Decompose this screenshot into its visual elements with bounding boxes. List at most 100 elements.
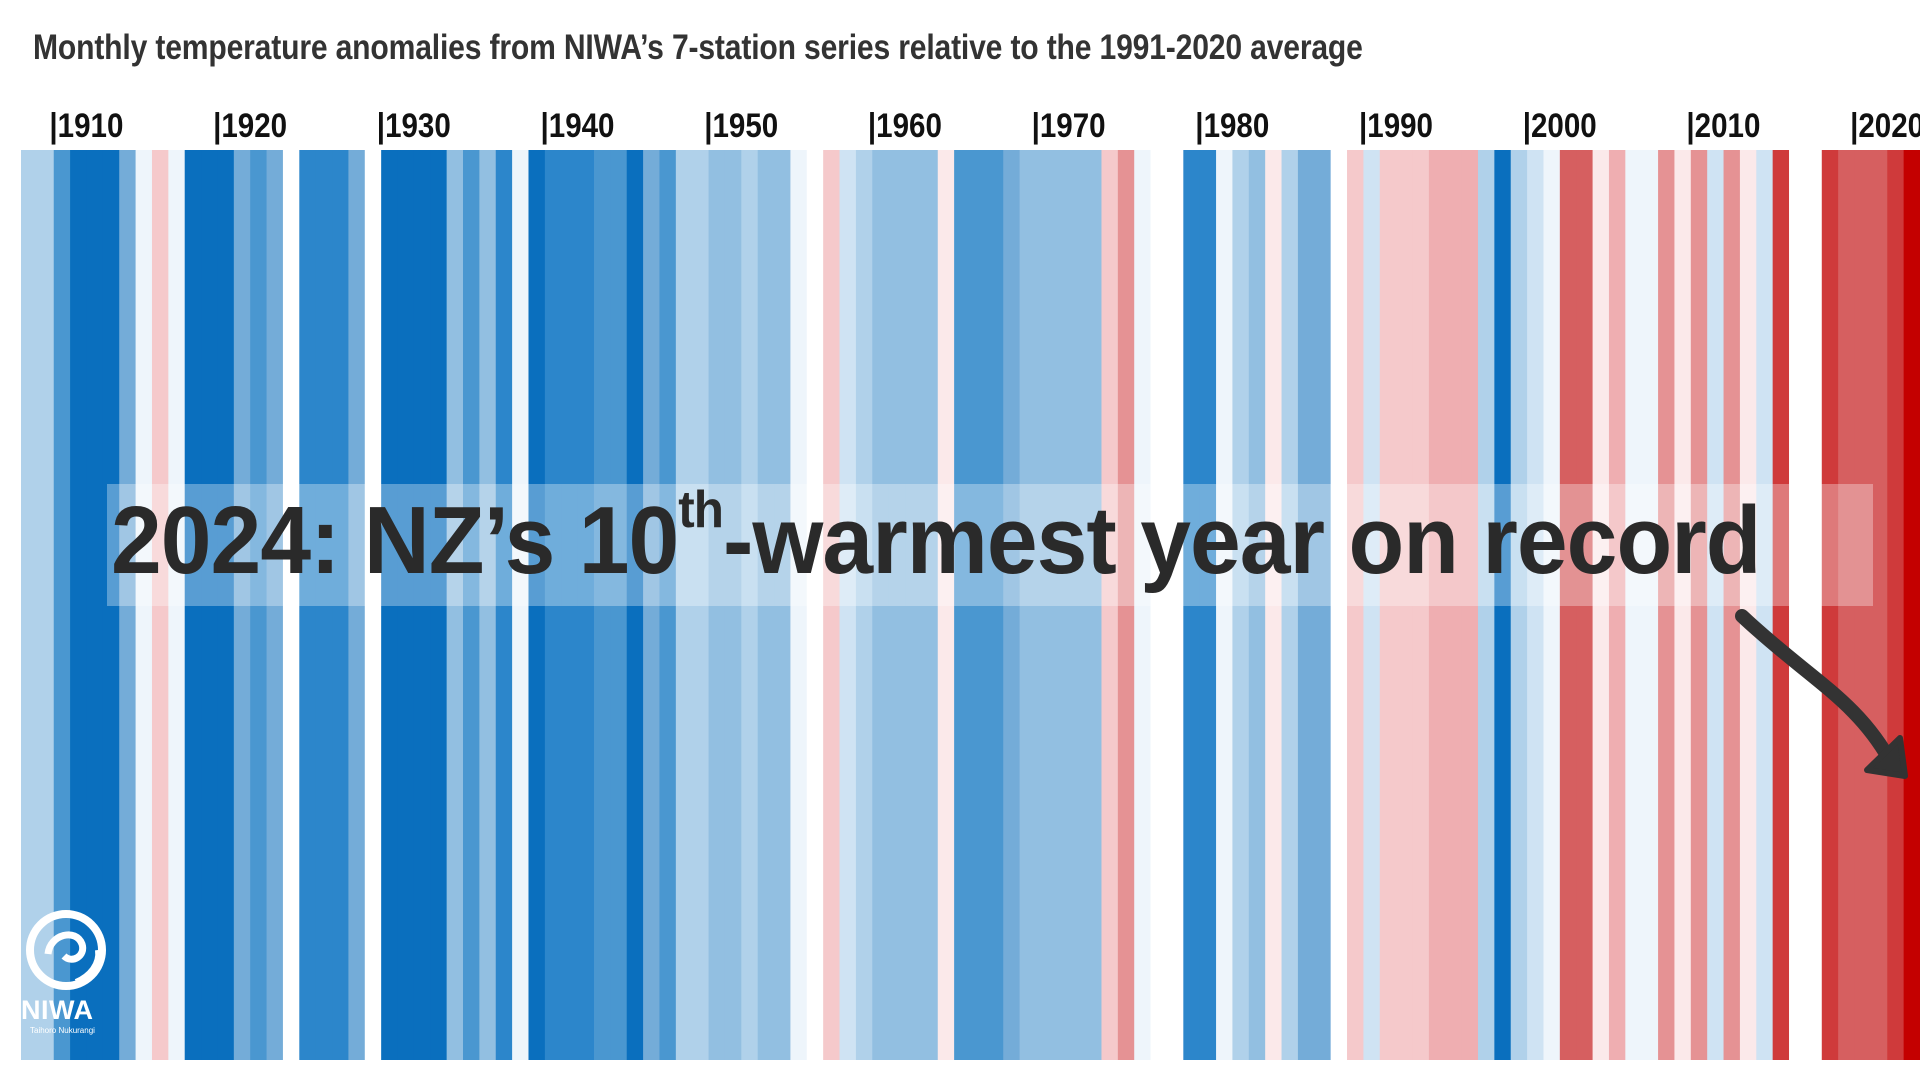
stripe-1944: [593, 150, 611, 1060]
stripe-2022: [1870, 150, 1888, 1060]
stripe-1949: [675, 150, 693, 1060]
stripe-1912: [70, 150, 88, 1060]
stripe-2005: [1592, 150, 1610, 1060]
stripe-1984: [1248, 150, 1266, 1060]
stripe-1947: [643, 150, 661, 1060]
stripe-1943: [577, 150, 595, 1060]
stripe-2001: [1527, 150, 1545, 1060]
stripe-1966: [954, 150, 972, 1060]
stripe-2012: [1707, 150, 1725, 1060]
x-tick-label: |2010: [1686, 107, 1760, 145]
stripe-1942: [561, 150, 579, 1060]
stripe-1992: [1379, 150, 1397, 1060]
x-tick-label: |2000: [1523, 107, 1597, 145]
stripe-1933: [413, 150, 431, 1060]
stripe-1911: [53, 150, 71, 1060]
stripe-2000: [1510, 150, 1528, 1060]
stripe-2013: [1723, 150, 1741, 1060]
stripe-1929: [348, 150, 366, 1060]
stripe-1991: [1363, 150, 1381, 1060]
stripe-1917: [151, 150, 169, 1060]
x-tick-label: |2020: [1850, 107, 1920, 145]
x-tick-label: |1980: [1195, 107, 1269, 145]
stripe-1961: [872, 150, 890, 1060]
stripe-1982: [1216, 150, 1234, 1060]
x-tick-labels: |1910 |1920 |1930 |1940 |1950 |1960 |1970 |1980…: [49, 107, 1920, 145]
stripe-1989: [1330, 150, 1348, 1060]
stripe-1965: [937, 150, 955, 1060]
stripe-2006: [1608, 150, 1626, 1060]
stripe-2018: [1805, 150, 1823, 1060]
stripe-2008: [1641, 150, 1659, 1060]
headline-suffix: -warmest year on record: [723, 487, 1761, 594]
stripe-1940: [528, 150, 546, 1060]
stripe-1935: [446, 150, 464, 1060]
stripe-2014: [1739, 150, 1757, 1060]
x-tick-label: |1930: [377, 107, 451, 145]
stripe-1973: [1068, 150, 1086, 1060]
stripe-1980: [1183, 150, 1201, 1060]
stripe-1964: [921, 150, 939, 1060]
stripe-1955: [774, 150, 792, 1060]
stripe-1960: [855, 150, 873, 1060]
stripe-2016: [1772, 150, 1790, 1060]
stripe-2024: [1903, 150, 1920, 1060]
x-tick-label: |1960: [868, 107, 942, 145]
stripe-2011: [1690, 150, 1708, 1060]
stripe-2017: [1789, 150, 1806, 1060]
stripe-1909: [21, 150, 38, 1060]
stripe-1923: [250, 150, 268, 1060]
stripe-1975: [1101, 150, 1119, 1060]
stripe-1995: [1428, 150, 1446, 1060]
stripe-1932: [397, 150, 415, 1060]
stripe-2015: [1756, 150, 1774, 1060]
stripe-1938: [495, 150, 513, 1060]
stripe-1978: [1150, 150, 1168, 1060]
stripe-2010: [1674, 150, 1692, 1060]
x-tick-label: |1990: [1359, 107, 1433, 145]
stripe-1926: [299, 150, 317, 1060]
stripe-1919: [184, 150, 202, 1060]
stripe-1969: [1003, 150, 1021, 1060]
chart-title: Monthly temperature anomalies from NIWA’…: [33, 28, 1363, 67]
stripe-1950: [692, 150, 710, 1060]
headline-prefix: 2024: NZ’s 10: [111, 487, 679, 594]
stripe-1993: [1396, 150, 1414, 1060]
stripe-1948: [659, 150, 677, 1060]
stripe-1953: [741, 150, 759, 1060]
stripe-1981: [1199, 150, 1217, 1060]
stripe-2007: [1625, 150, 1643, 1060]
stripe-1997: [1461, 150, 1479, 1060]
stripe-1946: [626, 150, 644, 1060]
stripe-1970: [1019, 150, 1037, 1060]
stripe-1987: [1297, 150, 1315, 1060]
stripe-1925: [282, 150, 300, 1060]
stripe-1914: [102, 150, 120, 1060]
stripe-1957: [806, 150, 824, 1060]
stripe-1968: [986, 150, 1004, 1060]
stripe-1962: [888, 150, 906, 1060]
stripe-1952: [724, 150, 742, 1060]
stripe-1979: [1166, 150, 1184, 1060]
stripe-1967: [970, 150, 988, 1060]
niwa-logo-icon: [26, 910, 106, 990]
stripe-1951: [708, 150, 726, 1060]
stripe-1930: [364, 150, 382, 1060]
stripe-2004: [1576, 150, 1594, 1060]
stripe-2002: [1543, 150, 1561, 1060]
stripe-1924: [266, 150, 284, 1060]
stripe-1994: [1412, 150, 1430, 1060]
stripe-2009: [1658, 150, 1676, 1060]
stripe-1996: [1445, 150, 1463, 1060]
stripe-1920: [201, 150, 219, 1060]
stripe-1915: [119, 150, 137, 1060]
stripe-1937: [479, 150, 497, 1060]
logo-tagline: Taihoro Nukurangi: [30, 1026, 95, 1035]
stripe-1928: [332, 150, 350, 1060]
stripe-1985: [1265, 150, 1283, 1060]
stripe-1976: [1117, 150, 1135, 1060]
stripe-2023: [1887, 150, 1905, 1060]
stripe-1971: [1035, 150, 1053, 1060]
